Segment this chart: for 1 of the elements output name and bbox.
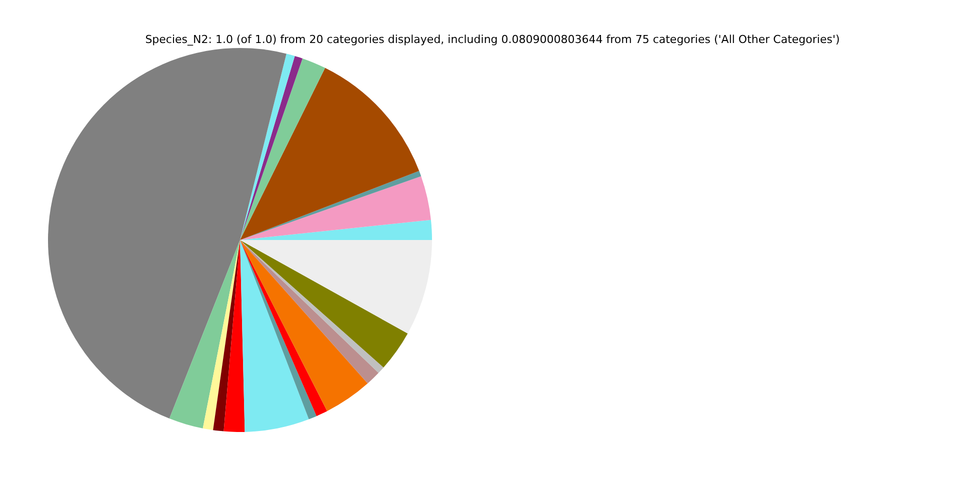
text: Species_N2: 1.0 (of 1.0) from 20 categories displayed, including 0.0809000803644 from 75 categories ('All Other Categories') bbox=[144, 33, 841, 46]
